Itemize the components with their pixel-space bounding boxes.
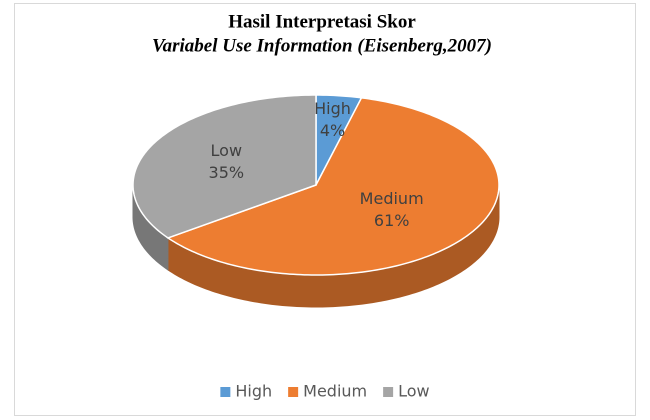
data-label-name: High <box>314 99 351 118</box>
slice <box>132 94 317 239</box>
data-label-value: 35% <box>209 163 245 182</box>
data-label-name: Low <box>211 141 243 160</box>
legend-swatch <box>220 387 231 397</box>
legend-swatch <box>288 387 299 397</box>
legend-label: Low <box>398 382 430 401</box>
legend-label: Medium <box>303 382 367 401</box>
data-label-value: 4% <box>320 121 345 140</box>
data-label-value: 61% <box>374 211 410 230</box>
chart-title: Hasil Interpretasi Skor <box>228 11 416 32</box>
slice <box>166 97 500 276</box>
legend-label: High <box>235 382 272 401</box>
legend: High Medium Low <box>220 382 430 401</box>
legend-swatch <box>383 387 394 397</box>
data-label-name: Medium <box>360 189 424 208</box>
chart-subtitle: Variabel Use Information (Eisenberg,2007… <box>152 35 492 56</box>
